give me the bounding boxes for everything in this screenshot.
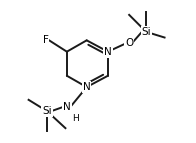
Text: N: N	[104, 47, 112, 57]
Text: Si: Si	[42, 106, 52, 116]
Text: Si: Si	[141, 27, 151, 37]
Text: N: N	[63, 102, 71, 112]
Text: F: F	[43, 35, 49, 45]
Text: H: H	[72, 114, 79, 123]
Text: N: N	[83, 82, 91, 92]
Text: O: O	[125, 38, 133, 48]
